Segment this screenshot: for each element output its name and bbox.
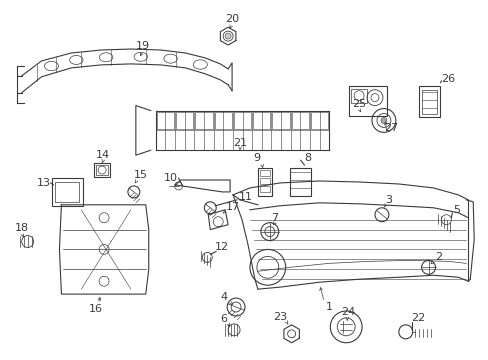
Bar bbox=[257, 168, 271, 196]
Text: 20: 20 bbox=[224, 14, 239, 24]
Text: 17: 17 bbox=[225, 202, 240, 212]
Bar bbox=[233, 112, 251, 129]
Text: 12: 12 bbox=[215, 243, 229, 252]
Bar bbox=[96, 165, 108, 175]
Bar bbox=[350, 89, 366, 103]
Text: 24: 24 bbox=[340, 307, 355, 317]
Circle shape bbox=[380, 117, 386, 123]
Text: 22: 22 bbox=[411, 313, 425, 323]
Bar bbox=[51, 178, 83, 206]
Text: 7: 7 bbox=[271, 213, 278, 223]
Text: 19: 19 bbox=[136, 41, 149, 51]
Text: 27: 27 bbox=[383, 123, 397, 134]
Bar bbox=[55, 182, 79, 202]
Bar bbox=[348, 86, 386, 116]
Text: 15: 15 bbox=[134, 170, 147, 180]
Text: 26: 26 bbox=[441, 74, 454, 84]
Bar bbox=[214, 112, 231, 129]
Bar bbox=[259, 170, 269, 176]
Text: 13: 13 bbox=[37, 178, 50, 188]
Text: 11: 11 bbox=[239, 192, 252, 202]
Bar bbox=[291, 112, 308, 129]
Text: 23: 23 bbox=[272, 312, 286, 322]
Text: 10: 10 bbox=[163, 173, 177, 183]
Text: 3: 3 bbox=[385, 195, 391, 205]
Text: 9: 9 bbox=[253, 153, 260, 163]
Bar bbox=[94, 163, 110, 177]
Text: 4: 4 bbox=[220, 292, 227, 302]
Circle shape bbox=[224, 33, 231, 39]
Bar bbox=[272, 112, 289, 129]
Text: 1: 1 bbox=[325, 302, 332, 312]
Text: 25: 25 bbox=[351, 99, 366, 109]
Bar bbox=[418, 86, 440, 117]
Text: 6: 6 bbox=[220, 314, 227, 324]
Text: 21: 21 bbox=[232, 138, 246, 148]
Bar bbox=[259, 178, 269, 184]
Text: 14: 14 bbox=[96, 150, 110, 160]
Bar bbox=[310, 112, 327, 129]
Bar bbox=[195, 112, 212, 129]
Text: 16: 16 bbox=[89, 304, 103, 314]
Text: 5: 5 bbox=[452, 205, 459, 215]
Bar bbox=[289, 168, 311, 196]
Text: 8: 8 bbox=[304, 153, 310, 163]
Text: 2: 2 bbox=[434, 252, 441, 262]
Bar bbox=[259, 186, 269, 192]
Bar bbox=[156, 112, 174, 129]
Bar bbox=[421, 90, 437, 113]
Text: 18: 18 bbox=[15, 222, 29, 233]
Bar bbox=[253, 112, 270, 129]
Bar bbox=[176, 112, 193, 129]
